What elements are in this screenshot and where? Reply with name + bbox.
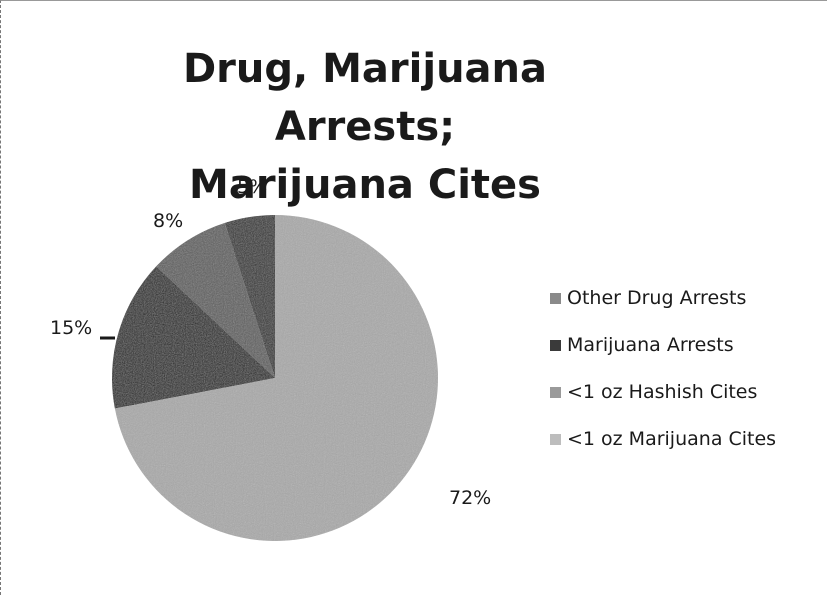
pie-slice-1-oz-marijuana-cites xyxy=(114,215,439,541)
pie-data-label: 15% xyxy=(50,317,92,339)
legend-swatch xyxy=(550,433,561,445)
legend-item: <1 oz Marijuana Cites xyxy=(550,427,776,451)
legend-label: Marijuana Arrests xyxy=(567,334,734,356)
pie-data-label: 8% xyxy=(153,210,183,232)
pie-slice-1-oz-hashish-cites xyxy=(111,266,275,409)
pie-data-labels: 5% 8% 15% 72% xyxy=(50,176,491,509)
chart-title-line-1: Drug, Marijuana Arrests; xyxy=(182,46,548,150)
legend-label: Other Drug Arrests xyxy=(567,287,747,309)
chart-title: Drug, Marijuana Arrests; Marijuana Cites xyxy=(100,40,630,214)
pie-slices xyxy=(111,215,439,541)
pie-data-label: 5% xyxy=(237,176,267,198)
pie-data-label: 72% xyxy=(449,487,491,509)
pie-slice-other-drug-arrests xyxy=(224,215,275,378)
chart-title-line-2: Marijuana Cites xyxy=(189,162,541,208)
legend-item: <1 oz Hashish Cites xyxy=(550,380,776,404)
legend-item: Marijuana Arrests xyxy=(550,333,776,357)
chart-legend: Other Drug Arrests Marijuana Arrests <1 oz… xyxy=(550,286,776,474)
pie-slice-marijuana-arrests xyxy=(156,222,275,378)
legend-swatch xyxy=(550,386,561,398)
legend-item: Other Drug Arrests xyxy=(550,286,776,310)
legend-swatch xyxy=(550,292,561,304)
legend-label: <1 oz Hashish Cites xyxy=(567,381,758,403)
legend-label: <1 oz Marijuana Cites xyxy=(567,428,777,450)
legend-swatch xyxy=(550,339,561,351)
